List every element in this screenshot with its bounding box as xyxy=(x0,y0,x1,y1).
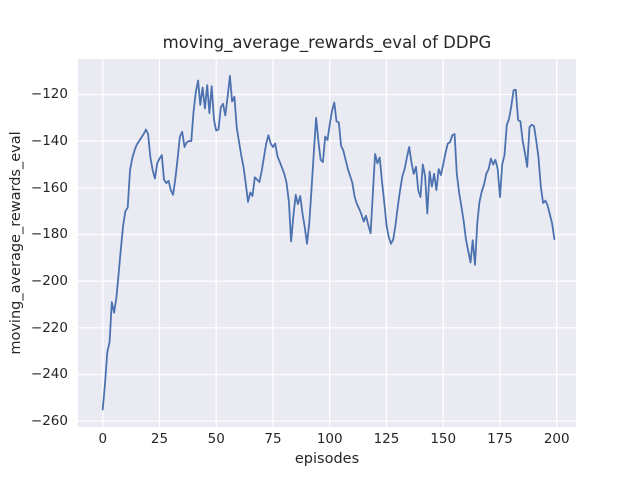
x-tick-label: 200 xyxy=(543,431,570,447)
y-tick-label: −120 xyxy=(30,86,68,103)
chart-title: moving_average_rewards_eval of DDPG xyxy=(162,33,492,52)
x-tick-label: 150 xyxy=(430,431,457,447)
series-line xyxy=(101,74,556,411)
y-tick-label: −200 xyxy=(30,273,68,290)
y-tick-label: −220 xyxy=(30,319,68,336)
plot-background xyxy=(78,59,576,427)
y-tick-label: −160 xyxy=(30,179,68,196)
y-axis-label: moving_average_rewards_eval xyxy=(8,131,24,355)
x-tick-label: 75 xyxy=(264,431,282,447)
x-tick-label: 100 xyxy=(316,431,343,447)
x-tick-label: 25 xyxy=(150,431,169,447)
x-axis-label: episodes xyxy=(294,451,360,467)
y-tick-label: −260 xyxy=(30,413,68,430)
x-tick-label: 50 xyxy=(207,431,225,447)
x-tick-label: 175 xyxy=(487,431,513,447)
plot-area xyxy=(78,59,576,427)
y-tick-label: −140 xyxy=(30,133,68,150)
x-tick-label: 0 xyxy=(98,431,108,447)
y-tick-label: −180 xyxy=(30,226,68,243)
y-tick-label: −240 xyxy=(30,366,68,383)
x-tick-label: 125 xyxy=(373,431,400,447)
